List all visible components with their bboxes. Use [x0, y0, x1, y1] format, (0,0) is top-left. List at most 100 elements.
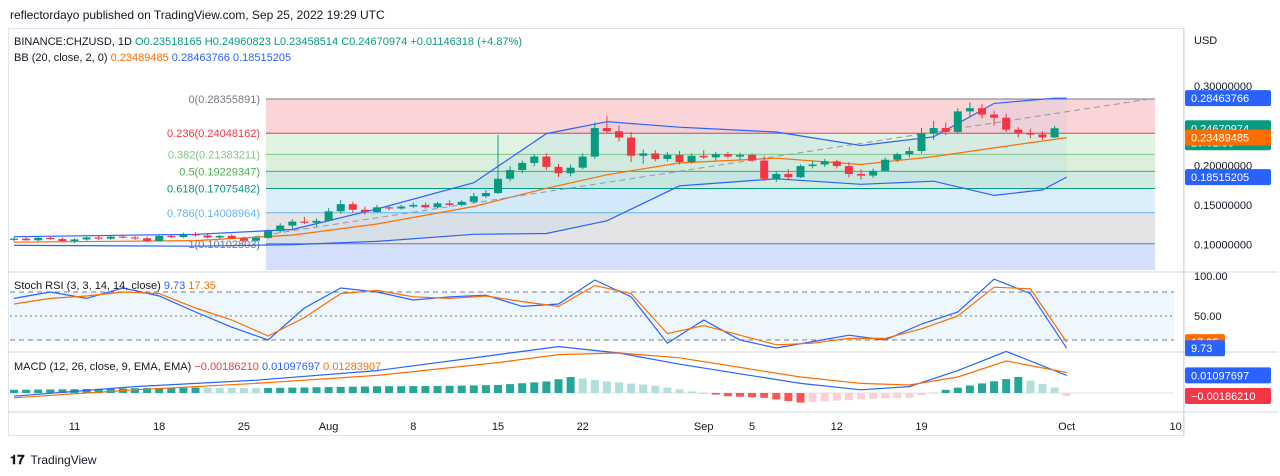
candle-body[interactable] — [687, 155, 696, 163]
candle-body[interactable] — [179, 234, 188, 238]
candle-body[interactable] — [457, 201, 466, 205]
candle-body[interactable] — [929, 128, 938, 134]
macd-label[interactable]: MACD (12, 26, close, 9, EMA, EMA) — [14, 361, 192, 373]
macd-hist-bar[interactable] — [675, 389, 684, 393]
candle-body[interactable] — [675, 154, 684, 163]
candle-body[interactable] — [336, 204, 345, 212]
candle-body[interactable] — [215, 235, 224, 238]
macd-hist-bar[interactable] — [506, 384, 515, 393]
macd-hist-bar[interactable] — [736, 393, 744, 397]
macd-hist-bar[interactable] — [373, 386, 381, 393]
candle-body[interactable] — [1026, 133, 1035, 135]
stoch-d-line[interactable] — [13, 284, 1068, 346]
candle-body[interactable] — [203, 235, 212, 238]
macd-hist-bar[interactable] — [869, 393, 878, 399]
macd-hist-bar[interactable] — [1002, 379, 1011, 393]
macd-hist-bar[interactable] — [397, 386, 406, 393]
candle-body[interactable] — [639, 153, 648, 156]
trend-line[interactable] — [243, 98, 1152, 239]
candle-body[interactable] — [965, 108, 974, 112]
macd-hist-bar[interactable] — [881, 393, 890, 399]
candle-body[interactable] — [506, 170, 515, 179]
candle-body[interactable] — [385, 207, 394, 209]
candle-body[interactable] — [990, 114, 999, 118]
macd-hist-bar[interactable] — [953, 387, 962, 393]
candle-body[interactable] — [627, 137, 636, 156]
bb-basis-line[interactable] — [13, 137, 1067, 243]
candle-body[interactable] — [578, 156, 587, 168]
candle-body[interactable] — [723, 154, 732, 157]
macd-hist-bar[interactable] — [34, 389, 43, 393]
candle-body[interactable] — [70, 239, 79, 242]
candle-body[interactable] — [409, 204, 418, 207]
candle-body[interactable] — [300, 221, 309, 223]
candle-body[interactable] — [1002, 117, 1011, 130]
macd-hist-bar[interactable] — [252, 388, 260, 393]
candle-body[interactable] — [397, 206, 406, 209]
macd-hist-bar[interactable] — [941, 389, 950, 393]
macd-hist-bar[interactable] — [590, 379, 599, 393]
macd-hist-bar[interactable] — [336, 386, 345, 393]
macd-hist-bar[interactable] — [1026, 380, 1035, 393]
bb-label[interactable]: BB (20, close, 2, 0) — [14, 52, 108, 64]
candle-body[interactable] — [772, 174, 781, 179]
candle-body[interactable] — [554, 166, 563, 174]
candle-body[interactable] — [494, 178, 502, 194]
candle-body[interactable] — [34, 237, 43, 241]
candle-body[interactable] — [808, 164, 817, 167]
macd-hist-bar[interactable] — [324, 387, 333, 393]
macd-hist-bar[interactable] — [288, 387, 297, 393]
candle-body[interactable] — [1014, 129, 1023, 134]
macd-hist-bar[interactable] — [94, 388, 103, 393]
macd-hist-bar[interactable] — [760, 393, 769, 398]
macd-hist-bar[interactable] — [445, 385, 454, 393]
macd-hist-bar[interactable] — [215, 387, 224, 393]
macd-hist-bar[interactable] — [796, 393, 805, 403]
candle-body[interactable] — [131, 237, 139, 239]
symbol-label[interactable]: BINANCE:CHZUSD, 1D — [14, 36, 132, 48]
candle-body[interactable] — [433, 203, 442, 208]
candle-body[interactable] — [711, 154, 720, 158]
macd-hist-bar[interactable] — [542, 381, 551, 393]
macd-hist-bar[interactable] — [808, 393, 817, 402]
candle-body[interactable] — [893, 154, 902, 160]
macd-hist-bar[interactable] — [699, 393, 708, 394]
candle-body[interactable] — [82, 237, 91, 240]
macd-hist-bar[interactable] — [602, 381, 611, 393]
macd-hist-bar[interactable] — [857, 393, 865, 400]
candle-body[interactable] — [615, 131, 623, 138]
bb-lower-line[interactable] — [13, 176, 1067, 247]
tradingview-logo-icon[interactable]: 𝟏𝟕 — [10, 452, 25, 467]
macd-hist-bar[interactable] — [784, 393, 793, 401]
candle-body[interactable] — [445, 203, 454, 205]
macd-hist-bar[interactable] — [990, 381, 999, 393]
candle-body[interactable] — [324, 211, 333, 221]
macd-hist-bar[interactable] — [1062, 393, 1071, 396]
macd-hist-bar[interactable] — [167, 387, 176, 393]
macd-hist-bar[interactable] — [844, 393, 853, 401]
candle-body[interactable] — [905, 151, 914, 155]
candle-body[interactable] — [276, 225, 285, 232]
macd-hist-bar[interactable] — [772, 393, 781, 400]
macd-hist-bar[interactable] — [978, 383, 986, 393]
candle-body[interactable] — [978, 108, 986, 115]
macd-hist-bar[interactable] — [917, 393, 926, 396]
stoch-label[interactable]: Stoch RSI (3, 3, 14, 14, close) — [14, 280, 161, 292]
candle-body[interactable] — [106, 236, 115, 239]
macd-hist-bar[interactable] — [227, 387, 236, 393]
macd-hist-bar[interactable] — [965, 385, 974, 393]
candle-body[interactable] — [832, 161, 841, 167]
candle-body[interactable] — [421, 204, 430, 208]
candle-body[interactable] — [155, 235, 164, 242]
candle-body[interactable] — [22, 238, 31, 241]
macd-hist-bar[interactable] — [300, 387, 309, 393]
candle-body[interactable] — [469, 196, 478, 202]
macd-signal-line[interactable] — [13, 352, 1067, 399]
macd-hist-bar[interactable] — [518, 383, 527, 393]
candle-body[interactable] — [699, 155, 708, 158]
macd-hist-bar[interactable] — [131, 388, 139, 393]
macd-hist-bar[interactable] — [10, 389, 18, 393]
candle-body[interactable] — [360, 209, 369, 213]
macd-hist-bar[interactable] — [748, 393, 757, 398]
macd-hist-bar[interactable] — [312, 387, 321, 393]
